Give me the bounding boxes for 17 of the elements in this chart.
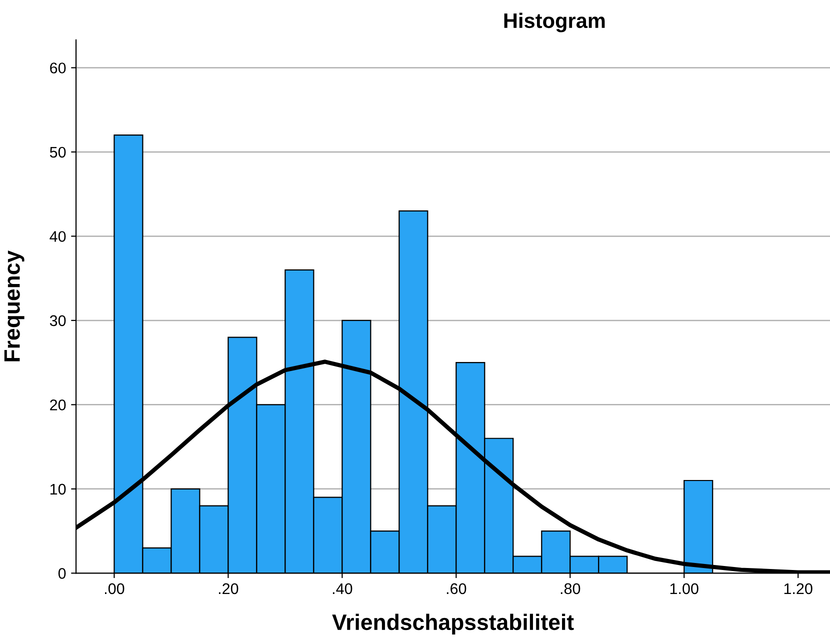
x-tick-label: .20 (218, 583, 238, 594)
y-tick-label: 10 (50, 484, 66, 495)
y-axis-title: Frequency (4, 250, 24, 362)
y-tick-label: 60 (50, 62, 66, 74)
y-tick-label: 50 (50, 146, 66, 158)
y-tick-label: 40 (50, 231, 66, 242)
x-tick-label: .40 (332, 583, 352, 594)
y-tick-label: 20 (50, 400, 66, 410)
y-tick-label: 30 (50, 315, 66, 326)
chart-title: Histogram (504, 12, 605, 32)
y-tick-label: 0 (58, 568, 66, 579)
x-tick-label: .00 (104, 583, 124, 594)
x-tick-label: 1.20 (784, 583, 812, 594)
x-tick-label: .80 (560, 583, 580, 594)
x-tick-label: .60 (446, 583, 466, 594)
x-tick-label: 1.00 (670, 583, 698, 594)
x-axis-title: Vriendschapsstabiliteit (332, 614, 574, 635)
